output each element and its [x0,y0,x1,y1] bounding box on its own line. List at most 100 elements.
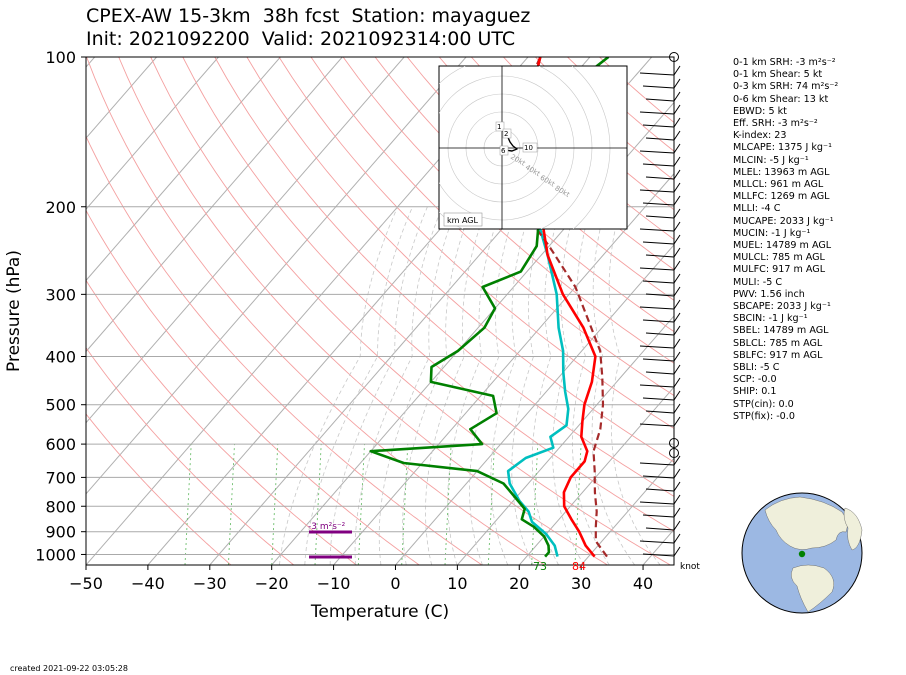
created-timestamp: created 2021-09-22 03:05:28 [10,664,128,673]
wind-barb-flag [642,319,675,323]
parameter-line: SBEL: 14789 m AGL [733,325,829,337]
wind-barb-flag [639,111,675,115]
isotherm-line [518,386,674,565]
wind-barb-flag [642,124,675,128]
parameter-line: MULI: -5 C [733,276,783,288]
wind-barb-flag [639,345,675,349]
x-tick-label: 30 [571,574,591,593]
dry-adiabat-line [374,57,674,333]
hodograph-height-label: 2 [504,130,508,138]
wind-barbs [639,52,681,557]
wind-barb-staff [673,416,681,427]
dry-adiabat-line [406,57,674,301]
parameter-line: MUCAPE: 2033 J kg⁻¹ [733,215,834,227]
isotherm-line [86,57,343,353]
dry-adiabat-line [86,413,232,565]
wind-barb-flag [639,423,675,427]
wind-barb-staff [673,182,681,193]
mixing-ratio-line [574,444,582,565]
virtual_temperature-profile-line [506,57,570,557]
parameter-line: MULFC: 917 m AGL [733,264,826,276]
dry-adiabat-line [118,57,608,565]
wind-barb-staff [673,78,681,89]
parameter-line: Eff. SRH: -3 m²s⁻² [733,118,818,130]
moist-adiabat-line [591,206,636,565]
wind-barb-staff [673,130,681,141]
wind-barb-unit-label: knot [680,562,700,572]
moist-adiabat-line [469,206,517,565]
mixing-ratio-line [314,444,322,565]
y-axis-label: Pressure (hPa) [4,250,24,372]
wind-barb-flag [639,462,675,466]
wind-barb-staff [673,117,681,128]
wind-barb-flag [645,176,675,180]
moist-adiabat-line [490,206,532,565]
y-tick-label: 500 [45,396,76,415]
wind-barb-staff [673,533,681,544]
x-tick-label: 10 [447,574,467,593]
dry-adiabat-line [86,57,545,565]
wind-barb-flag [645,371,675,375]
isotherm-line [580,457,674,565]
mixing-ratio-line [271,444,279,565]
wind-barb-flag [645,254,675,258]
calm-wind-circle [669,448,679,458]
greenland-landmass [843,507,863,551]
wind-barb-flag [642,280,675,284]
moist-adiabat-line [447,206,503,565]
globe-inset [741,492,863,614]
x-tick-label: −30 [193,574,227,593]
wind-barb-flag [645,332,675,336]
calm-wind-circle [669,438,679,448]
wind-barb-flag [645,137,675,141]
wind-barb-staff [673,390,681,401]
sounding-parameters-panel: 0-1 km SRH: -3 m²s⁻² 0-1 km Shear: 5 kt 0-… [733,57,838,423]
parameter-line: SBLFC: 917 m AGL [733,349,823,361]
hodograph-height-box [495,121,505,132]
dry-adiabat-line [278,57,674,430]
mixing-ratio-line [227,444,235,565]
parameter-line: PWV: 1.56 inch [733,288,805,300]
parameter-line: MLEL: 13963 m AGL [733,166,830,178]
moist-adiabat-line [329,206,428,565]
parameter-line: 0-3 km SRH: 74 m²s⁻² [733,81,839,93]
wind-barb-flag [645,527,675,531]
parameter-line: SHIP: 0.1 [733,386,777,398]
wind-barb-staff [673,377,681,388]
x-tick-label: −20 [255,574,289,593]
parameter-line: MLLI: -4 C [733,203,781,215]
dry-adiabat-line [342,57,674,364]
wind-barb-flag [645,488,675,492]
y-tick-label: 300 [45,285,76,304]
mixing-ratio-line [184,444,192,565]
chart-title-line1: CPEX-AW 15-3km 38h fcst Station: mayague… [86,5,531,27]
y-tick-label: 700 [45,468,76,487]
wind-barb-staff [673,273,681,284]
wind-barb-flag [639,150,675,154]
wind-barb-staff [673,338,681,349]
hodograph-units: km AGL [447,216,479,225]
wind-barb-staff [673,195,681,206]
wind-barb-staff [673,364,681,375]
parameter-line: MLLCL: 961 m AGL [733,179,824,191]
parameter-line: MLLFC: 1269 m AGL [733,191,830,203]
x-tick-label: 40 [633,574,653,593]
north-america-landmass [764,496,848,550]
parameter-line: MULCL: 785 m AGL [733,252,825,264]
moist-adiabat-line [552,206,585,565]
wind-barb-staff [673,65,681,76]
x-tick-label: −50 [69,574,103,593]
moist-adiabat-line [279,206,399,565]
dry-adiabat-line [86,209,420,565]
x-tick-label: 0 [390,574,400,593]
wind-barb-staff [673,208,681,219]
wind-barb-staff [673,299,681,310]
mixing-ratio-line [357,444,365,565]
background-adiabats-and-isotherms [86,57,674,565]
wind-barb-staff [673,520,681,531]
wind-barb-staff [673,312,681,323]
y-tick-label: 200 [45,198,76,217]
wind-barb-staff [673,455,681,466]
wind-barb-flag [639,501,675,505]
x-axis-label: Temperature (C) [310,602,449,622]
